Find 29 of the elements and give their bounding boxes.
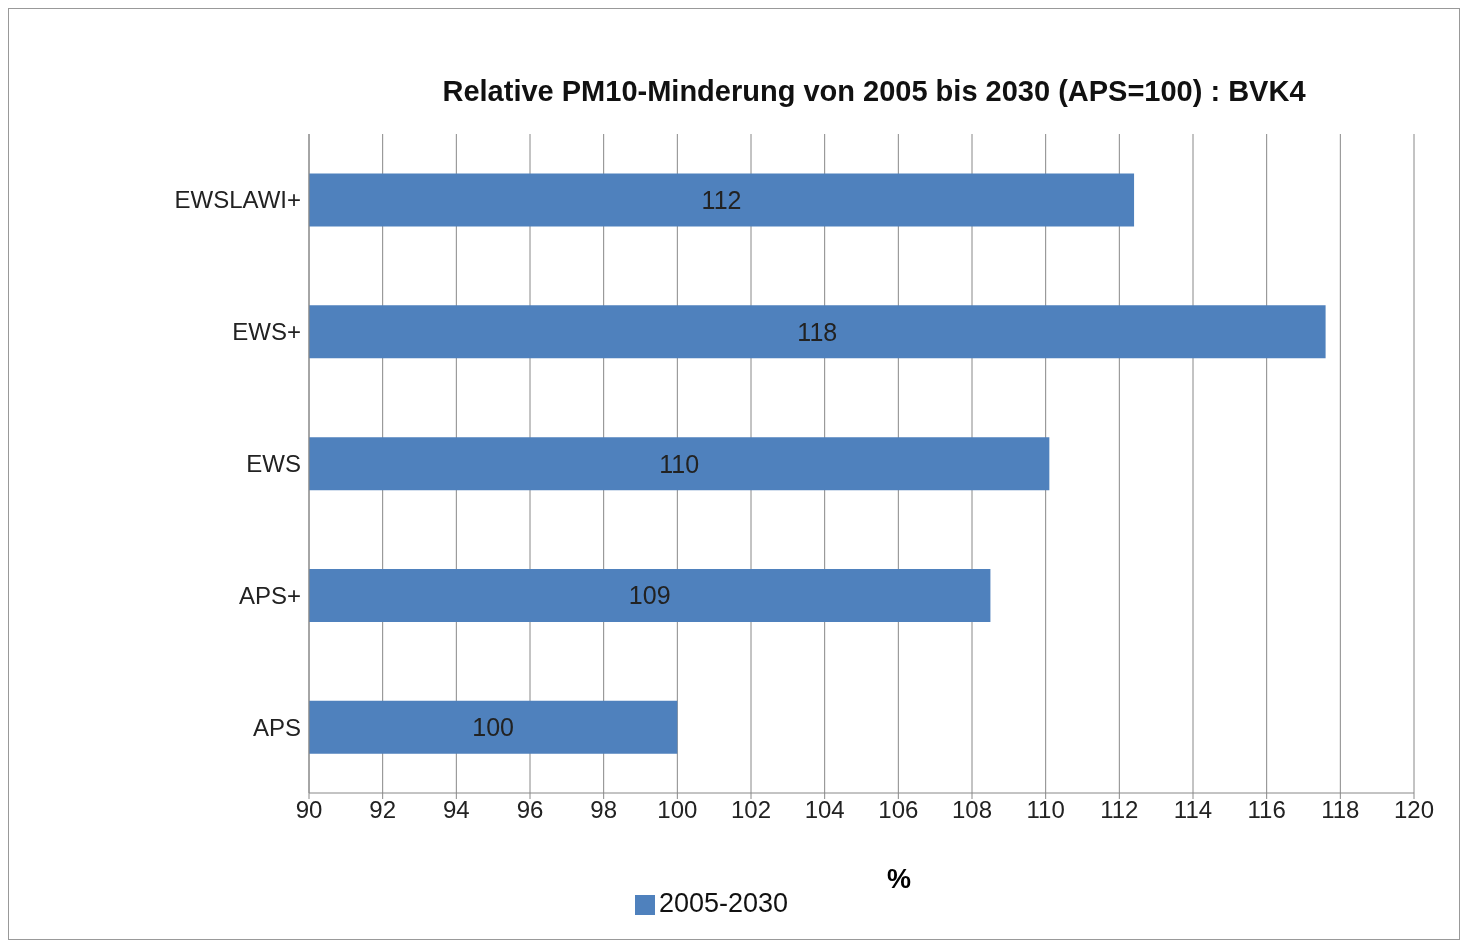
y-tick-label: APS (252, 713, 301, 741)
y-tick-label: EWS+ (232, 318, 301, 346)
x-tick-label: 100 (657, 796, 698, 824)
x-tick-label: 96 (516, 796, 544, 824)
x-tick-label: 94 (442, 796, 470, 824)
y-tick-label: EWSLAWI+ (174, 186, 301, 214)
data-label: 100 (472, 713, 515, 742)
x-tick-label: 102 (730, 796, 772, 824)
x-tick-label: 104 (804, 796, 845, 824)
x-tick-label: 112 (1100, 796, 1139, 824)
data-label: 112 (701, 186, 742, 215)
x-axis-title: % (886, 864, 911, 894)
x-tick-label: 114 (1173, 796, 1213, 824)
x-tick-label: 90 (295, 796, 323, 824)
x-tick-label: 108 (951, 796, 993, 824)
chart-title: Relative PM10-Minderung von 2005 bis 2030 (APS=100) : BVK4 (441, 75, 1307, 108)
legend-label: 2005-2030 (658, 888, 789, 918)
x-tick-label: 92 (369, 796, 397, 824)
x-tick-label: 98 (590, 796, 618, 824)
data-label: 109 (628, 581, 671, 610)
y-tick-label: EWS (246, 450, 301, 478)
x-tick-label: 106 (878, 796, 919, 824)
x-tick-label: 118 (1321, 796, 1360, 824)
x-tick-label: 116 (1247, 796, 1286, 824)
y-tick-label: APS+ (238, 581, 301, 609)
data-label: 118 (797, 317, 838, 346)
x-tick-label: 120 (1393, 796, 1435, 824)
x-tick-label: 110 (1026, 796, 1065, 824)
data-label: 110 (659, 449, 700, 478)
